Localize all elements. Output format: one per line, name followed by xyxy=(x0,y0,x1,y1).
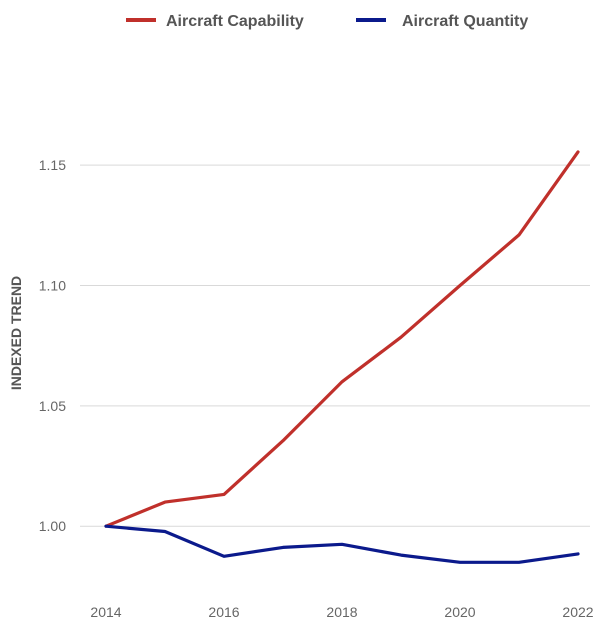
y-tick-label: 1.05 xyxy=(39,398,66,414)
series-line-aircraft-quantity xyxy=(104,524,580,564)
axis-layer: INDEXED TREND 1.00 1.05 1.10 1.15 2014 2016 20… xyxy=(8,157,594,620)
y-tick-label: 1.15 xyxy=(39,157,66,173)
legend-label: Aircraft Capability xyxy=(166,13,304,30)
x-tick-label: 2022 xyxy=(562,604,593,620)
x-tick-label: 2018 xyxy=(326,604,357,620)
legend-item-aircraft-capability: Aircraft Capability xyxy=(126,13,304,30)
y-tick-label: 1.00 xyxy=(39,518,66,534)
grid-layer xyxy=(80,164,590,527)
legend-label: Aircraft Quantity xyxy=(402,13,528,30)
series-line-aircraft-capability xyxy=(104,150,580,528)
x-tick-label: 2020 xyxy=(444,604,475,620)
legend: Aircraft Capability Aircraft Quantity xyxy=(126,13,528,30)
series-layer xyxy=(104,150,580,564)
legend-item-aircraft-quantity: Aircraft Quantity xyxy=(356,13,528,30)
y-axis-title: INDEXED TREND xyxy=(8,276,24,390)
x-tick-label: 2014 xyxy=(90,604,121,620)
y-tick-label: 1.10 xyxy=(39,277,66,293)
x-tick-label: 2016 xyxy=(208,604,239,620)
